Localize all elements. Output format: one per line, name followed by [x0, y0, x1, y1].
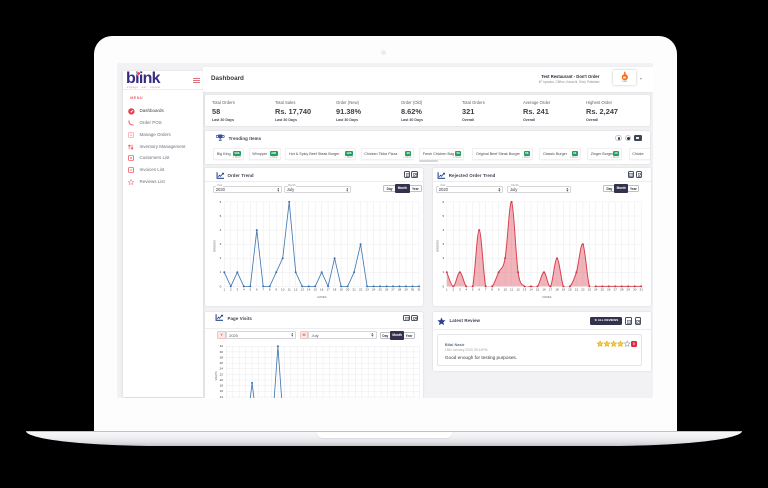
svg-text:22: 22	[219, 372, 223, 376]
svg-text:23: 23	[365, 288, 369, 292]
svg-text:28: 28	[397, 288, 401, 292]
svg-text:11: 11	[510, 288, 513, 292]
svg-text:0: 0	[219, 285, 221, 289]
svg-text:ORDERS: ORDERS	[435, 240, 439, 252]
svg-text:13: 13	[300, 288, 304, 292]
svg-text:6: 6	[256, 288, 258, 292]
svg-text:18: 18	[333, 288, 337, 292]
svg-text:5: 5	[249, 288, 251, 292]
svg-text:2: 2	[230, 288, 232, 292]
svg-text:8: 8	[268, 288, 270, 292]
svg-text:32: 32	[219, 344, 223, 348]
svg-text:14: 14	[307, 288, 311, 292]
svg-text:16: 16	[219, 389, 223, 393]
svg-text:13: 13	[523, 288, 527, 292]
svg-text:24: 24	[219, 367, 223, 371]
svg-text:26: 26	[385, 288, 389, 292]
svg-text:31: 31	[417, 288, 421, 292]
svg-text:0: 0	[442, 285, 444, 289]
svg-text:10: 10	[503, 288, 507, 292]
svg-text:20: 20	[568, 288, 572, 292]
svg-text:24: 24	[372, 288, 376, 292]
svg-text:6: 6	[478, 288, 480, 292]
svg-text:17: 17	[326, 288, 330, 292]
svg-text:31: 31	[639, 288, 643, 292]
svg-text:26: 26	[607, 288, 611, 292]
svg-text:26: 26	[219, 361, 223, 365]
svg-text:28: 28	[219, 356, 223, 360]
svg-text:2: 2	[442, 256, 444, 260]
svg-text:15: 15	[313, 288, 317, 292]
svg-text:25: 25	[378, 288, 382, 292]
svg-text:18: 18	[555, 288, 559, 292]
svg-text:2: 2	[219, 256, 221, 260]
svg-text:3: 3	[236, 288, 238, 292]
svg-text:29: 29	[626, 288, 630, 292]
svg-text:27: 27	[613, 288, 617, 292]
svg-text:1: 1	[446, 288, 448, 292]
svg-text:5: 5	[219, 214, 221, 218]
svg-text:22: 22	[581, 288, 585, 292]
svg-text:20: 20	[219, 378, 223, 382]
svg-text:22: 22	[359, 288, 363, 292]
svg-text:14: 14	[529, 288, 533, 292]
svg-text:19: 19	[561, 288, 565, 292]
svg-text:7: 7	[484, 288, 486, 292]
svg-text:4: 4	[243, 288, 245, 292]
svg-text:7: 7	[262, 288, 264, 292]
svg-text:16: 16	[542, 288, 546, 292]
svg-text:2: 2	[452, 288, 454, 292]
svg-text:30: 30	[219, 350, 223, 354]
svg-text:29: 29	[404, 288, 408, 292]
svg-text:21: 21	[574, 288, 578, 292]
svg-text:DATES: DATES	[317, 295, 326, 299]
svg-text:1: 1	[223, 288, 225, 292]
svg-text:6: 6	[219, 200, 221, 204]
svg-text:3: 3	[459, 288, 461, 292]
svg-text:3: 3	[442, 242, 444, 246]
svg-text:16: 16	[320, 288, 324, 292]
svg-text:28: 28	[620, 288, 624, 292]
svg-text:5: 5	[442, 214, 444, 218]
svg-text:4: 4	[465, 288, 467, 292]
svg-text:1: 1	[219, 271, 221, 275]
svg-text:9: 9	[497, 288, 499, 292]
svg-text:8: 8	[491, 288, 493, 292]
svg-text:4: 4	[442, 228, 444, 232]
svg-text:DATES: DATES	[542, 295, 551, 299]
svg-text:12: 12	[516, 288, 520, 292]
svg-text:14: 14	[219, 395, 223, 398]
svg-text:21: 21	[352, 288, 356, 292]
svg-text:12: 12	[294, 288, 298, 292]
svg-text:15: 15	[535, 288, 539, 292]
svg-text:5: 5	[471, 288, 473, 292]
svg-text:17: 17	[548, 288, 552, 292]
svg-text:19: 19	[339, 288, 343, 292]
svg-text:10: 10	[281, 288, 285, 292]
svg-text:6: 6	[442, 200, 444, 204]
svg-text:27: 27	[391, 288, 395, 292]
svg-text:30: 30	[633, 288, 637, 292]
svg-text:9: 9	[275, 288, 277, 292]
svg-text:3: 3	[219, 242, 221, 246]
svg-text:VIEWS: VIEWS	[213, 371, 217, 380]
svg-text:23: 23	[587, 288, 591, 292]
svg-text:4: 4	[219, 228, 221, 232]
svg-text:20: 20	[346, 288, 350, 292]
svg-text:18: 18	[219, 384, 223, 388]
svg-text:30: 30	[410, 288, 414, 292]
svg-text:1: 1	[442, 271, 444, 275]
svg-text:25: 25	[600, 288, 604, 292]
svg-text:ORDERS: ORDERS	[212, 240, 216, 252]
svg-text:24: 24	[594, 288, 598, 292]
svg-text:11: 11	[287, 288, 290, 292]
